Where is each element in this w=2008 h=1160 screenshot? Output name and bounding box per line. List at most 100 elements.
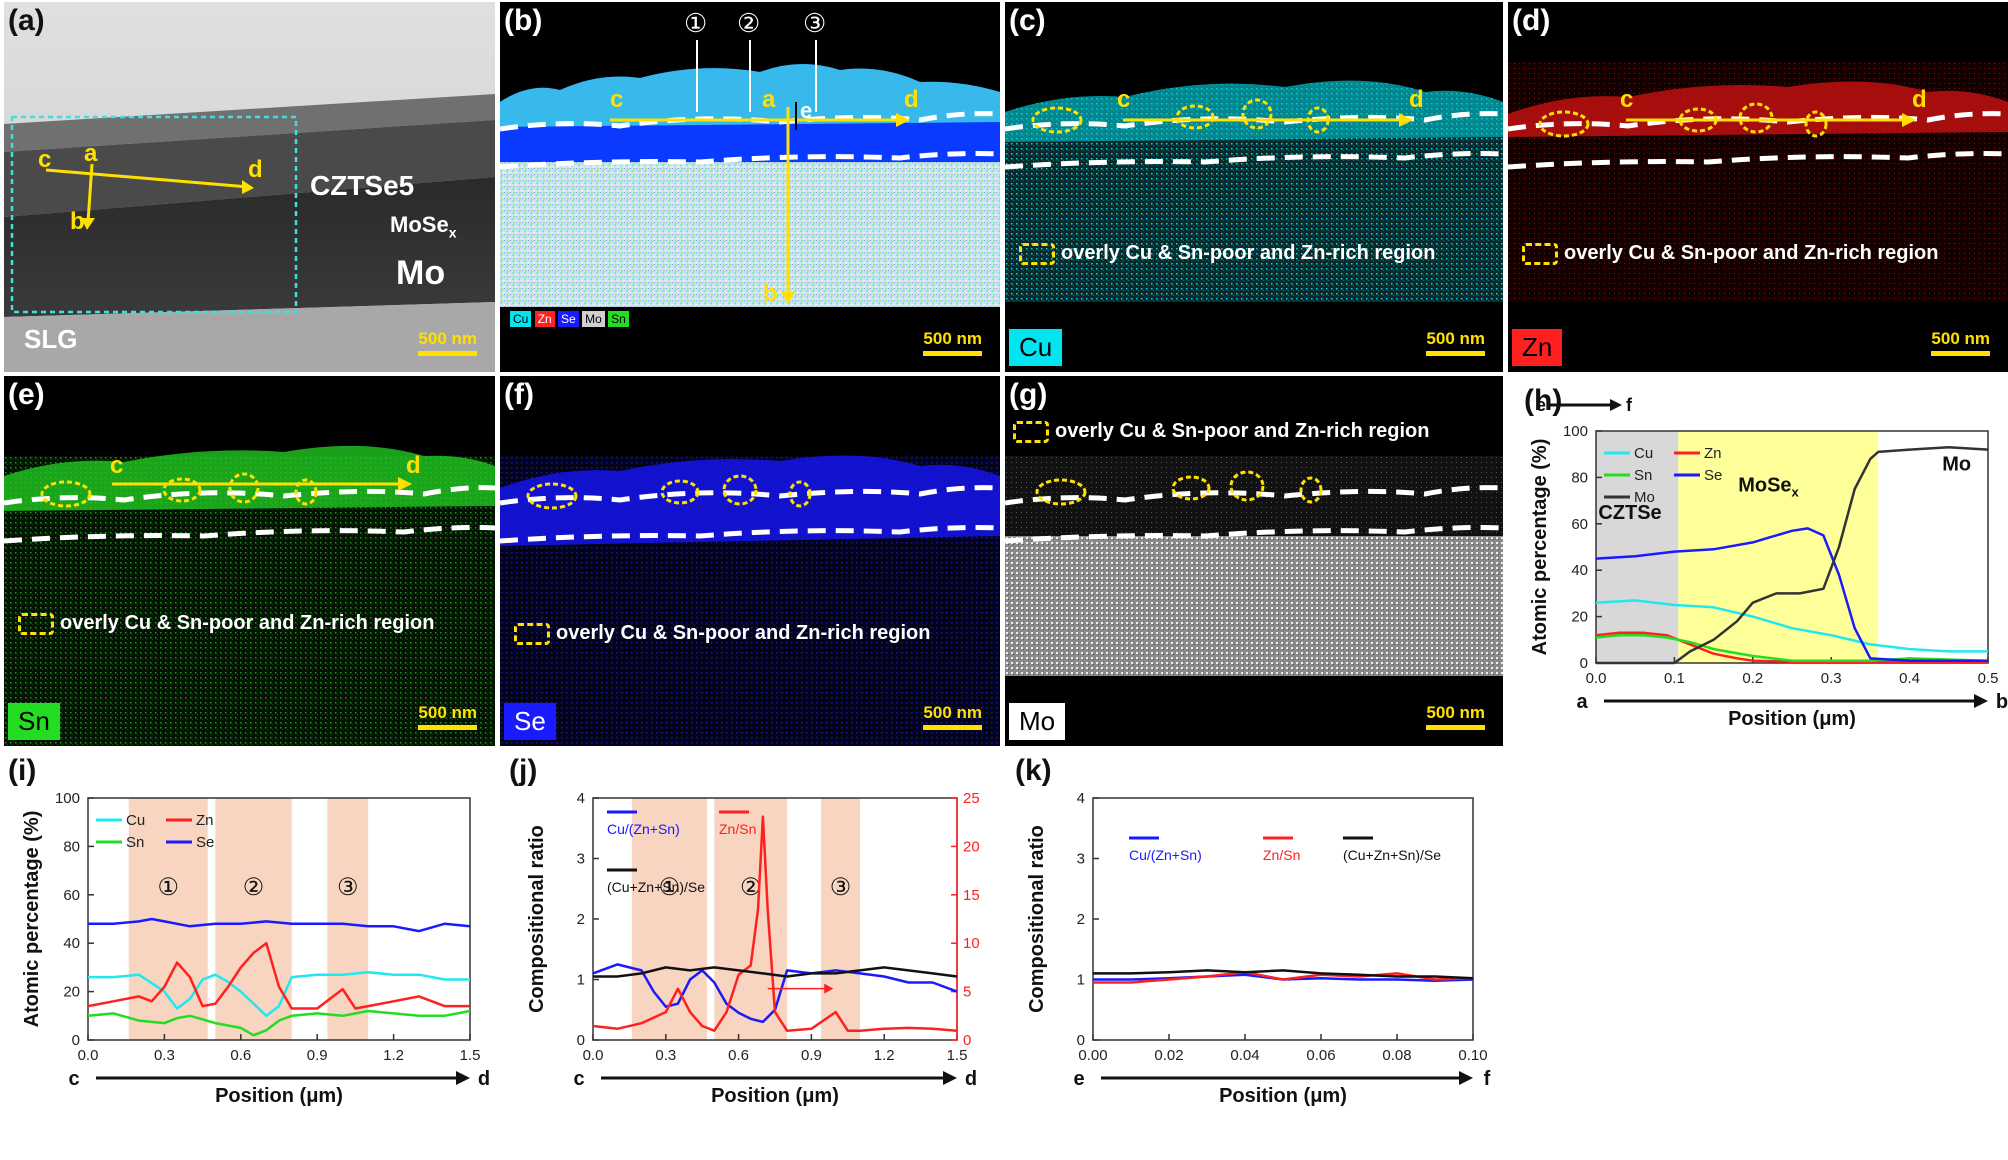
chart-h: (h) 0.0 0.1 0.2 0.3 0.4 0.5 0 20 40 60 80 100 Positi… bbox=[1508, 376, 2008, 776]
path-letter-c-d: c bbox=[1620, 86, 1634, 113]
legend-label-1: Zn bbox=[1704, 445, 1722, 462]
y-tick-label: 60 bbox=[63, 887, 80, 904]
region-note-text: overly Cu & Sn-poor and Zn-rich region bbox=[1061, 242, 1436, 264]
path-letter-c-b: c bbox=[610, 86, 624, 113]
path-letter-d-d: d bbox=[1912, 86, 1927, 113]
y-axis-label: Compositional ratio bbox=[526, 825, 548, 1013]
legend-label-1: Zn/Sn bbox=[1263, 847, 1300, 863]
scale-bar-a: 500 nm bbox=[418, 329, 477, 356]
element-legend-b: Cu Zn Se Mo Sn bbox=[510, 311, 629, 327]
y-tick-label: 4 bbox=[1077, 790, 1085, 807]
panel-label-e: (e) bbox=[8, 378, 45, 411]
series-line-cuznsn bbox=[592, 963, 958, 1024]
x-tick-label: 0.6 bbox=[728, 1047, 749, 1064]
x-tick-label: 0.9 bbox=[801, 1047, 822, 1064]
plot-frame bbox=[87, 797, 471, 1041]
y-axis-label: Atomic percentage (%) bbox=[21, 811, 43, 1028]
region-note-g: overly Cu & Sn-poor and Zn-rich region bbox=[1013, 420, 1429, 443]
legend-label-0: Cu/(Zn+Sn) bbox=[607, 821, 680, 837]
x-tick-label: 0.6 bbox=[230, 1047, 251, 1064]
region-label-2: Mo bbox=[1942, 453, 1971, 475]
panel-f-se-map: (f) overly Cu & Sn-poor and Zn-rich regi… bbox=[500, 376, 1000, 746]
top-arrow-end: f bbox=[1626, 395, 1633, 415]
chart-i-svg: 0.0 0.3 0.6 0.9 1.2 1.5 0 20 40 60 80 100 Position (… bbox=[21, 790, 490, 1107]
region-label-sub: x bbox=[1792, 484, 1800, 499]
chart-j: (j) 0.0 0.3 0.6 0.9 1.2 1.5 0 1 2 3 4 0 5 10 15 20 25 Pos… bbox=[505, 750, 1005, 1155]
mo-map-image bbox=[1005, 456, 1503, 676]
x-tick-label: 0.02 bbox=[1154, 1047, 1183, 1064]
panel-label-h: (h) bbox=[1524, 384, 1563, 417]
y-tick-label: 3 bbox=[1077, 851, 1085, 868]
y-tick-label: 0 bbox=[1077, 1032, 1085, 1049]
end-letter-end: d bbox=[478, 1068, 490, 1090]
end-arrow-head bbox=[943, 1071, 957, 1085]
path-letter-c: c bbox=[38, 146, 52, 173]
region-note-d: overly Cu & Sn-poor and Zn-rich region bbox=[1522, 242, 1938, 265]
scale-bar-text: 500 nm bbox=[1426, 329, 1485, 348]
legend-label-2: Sn bbox=[126, 834, 144, 851]
region-note-text: overly Cu & Sn-poor and Zn-rich region bbox=[60, 612, 435, 634]
region-label-2: ③ bbox=[830, 874, 852, 901]
x-tick-label: 0.4 bbox=[1899, 670, 1920, 687]
y-tick-label: 20 bbox=[63, 984, 80, 1001]
x-tick-label: 1.2 bbox=[874, 1047, 895, 1064]
path-letter-c-c: c bbox=[1117, 86, 1131, 113]
legend-label-0: Cu bbox=[1634, 445, 1653, 462]
mose-sub: x bbox=[448, 224, 457, 241]
end-arrow-head bbox=[456, 1071, 470, 1085]
series-line-se bbox=[88, 917, 471, 933]
scale-bar-text: 500 nm bbox=[923, 703, 982, 722]
panel-label-j: (j) bbox=[509, 754, 538, 787]
series-line-znsn bbox=[592, 815, 958, 1032]
zn-map-image bbox=[1508, 62, 2008, 302]
x-tick-label: 1.2 bbox=[383, 1047, 404, 1064]
se-map-image bbox=[500, 455, 1000, 746]
region-note-text: overly Cu & Sn-poor and Zn-rich region bbox=[556, 622, 931, 644]
legend-se: Se bbox=[558, 311, 579, 327]
x-tick-label: 0.0 bbox=[78, 1047, 99, 1064]
scale-bar-text: 500 nm bbox=[1931, 329, 1990, 348]
element-tag-sn: Sn bbox=[8, 703, 60, 740]
scale-bar-f: 500 nm bbox=[923, 703, 982, 730]
cu-map-image bbox=[1005, 80, 1503, 302]
chart-j-svg: 0.0 0.3 0.6 0.9 1.2 1.5012340510152025Positio… bbox=[526, 790, 980, 1107]
legend-zn: Zn bbox=[534, 311, 555, 327]
path-letter-b-b: b bbox=[763, 280, 778, 307]
x-tick-label: 0.9 bbox=[307, 1047, 328, 1064]
series-line-sn bbox=[1595, 633, 1989, 662]
region-note-text: overly Cu & Sn-poor and Zn-rich region bbox=[1564, 242, 1939, 264]
circled-3-b: ③ bbox=[803, 8, 827, 38]
scale-bar-c: 500 nm bbox=[1426, 329, 1485, 356]
end-letter-start: c bbox=[573, 1068, 584, 1090]
region-label-0: ① bbox=[157, 874, 179, 901]
chart-k: (k) 0.00 0.02 0.04 0.06 0.08 0.10 0 1 2 3 4 Positio… bbox=[1005, 750, 1505, 1155]
y-tick-label: 2 bbox=[577, 911, 585, 928]
y-tick-label: 4 bbox=[577, 790, 585, 807]
legend-label-1: Zn bbox=[196, 812, 214, 829]
x-tick-label: 0.3 bbox=[655, 1047, 676, 1064]
x-tick-label: 1.5 bbox=[947, 1047, 968, 1064]
top-arrow-start: e bbox=[1536, 395, 1546, 415]
x-tick-label: 0.3 bbox=[154, 1047, 175, 1064]
x-tick-label: 0.10 bbox=[1458, 1047, 1487, 1064]
legend-label-2: (Cu+Zn+Sn)/Se bbox=[1343, 847, 1441, 863]
chart-k-svg: 0.00 0.02 0.04 0.06 0.08 0.10 0 1 2 3 4 Position (μ… bbox=[1026, 790, 1491, 1107]
end-letter-end: f bbox=[1484, 1068, 1491, 1090]
path-letter-e-b: e bbox=[800, 98, 813, 123]
y2-tick-label: 15 bbox=[963, 887, 980, 904]
path-letter-d-c: d bbox=[1409, 86, 1424, 113]
x-axis-label: Position (μm) bbox=[711, 1085, 839, 1107]
path-letter-d-b: d bbox=[904, 86, 919, 113]
element-tag-cu: Cu bbox=[1009, 329, 1063, 366]
region-band-2 bbox=[327, 798, 369, 1040]
panel-c-cu-map: (c) c d overly Cu & Sn-poor and Zn-rich … bbox=[1005, 2, 1503, 372]
layer-label-mose: MoSex bbox=[390, 212, 456, 240]
y2-tick-label: 25 bbox=[963, 790, 980, 807]
x-tick-label: 0.2 bbox=[1742, 670, 1763, 687]
y2-tick-label: 20 bbox=[963, 838, 980, 855]
scale-bar-text: 500 nm bbox=[923, 329, 982, 348]
layer-label-slg: SLG bbox=[24, 324, 78, 354]
scale-bar-text: 500 nm bbox=[1426, 703, 1485, 722]
series-line-se bbox=[1595, 527, 1988, 662]
scale-bar-text: 500 nm bbox=[418, 703, 477, 722]
